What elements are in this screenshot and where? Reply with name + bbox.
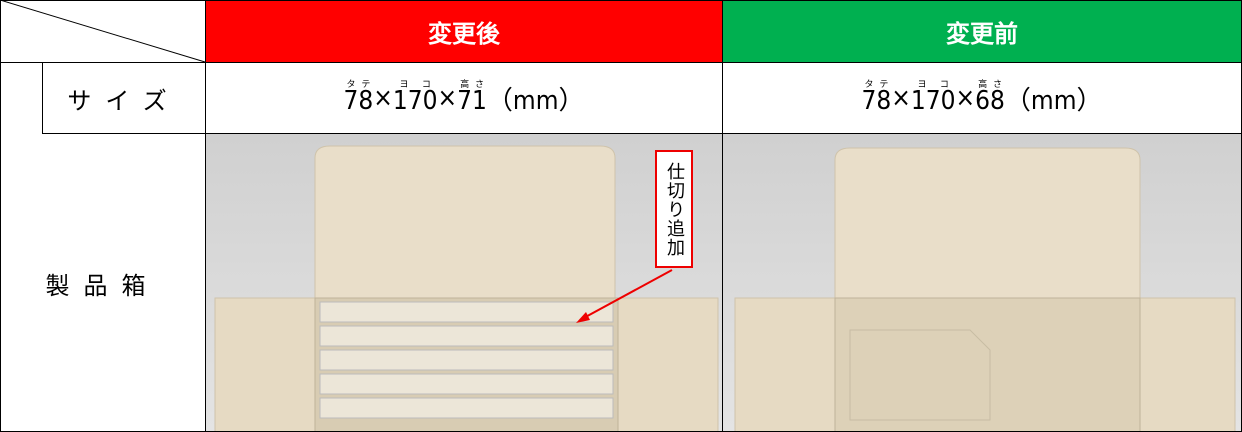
label-text: 製品箱: [45, 271, 160, 300]
dim-value: 68: [975, 86, 1005, 116]
dim-value: 170: [392, 86, 438, 116]
separator: ×: [891, 83, 911, 113]
dim-value: 71: [457, 86, 487, 116]
dim-ruby: タテ: [861, 80, 892, 90]
dim-value: 170: [910, 86, 956, 116]
dim-ruby: 高さ: [457, 80, 487, 90]
rule: [0, 0, 1242, 1]
separator: ×: [955, 83, 976, 113]
dimension: 170ヨコ: [393, 80, 438, 116]
dimension: 78タテ: [344, 80, 374, 116]
dimension: 71高さ: [457, 80, 487, 116]
rule: [42, 133, 1242, 134]
header-cell: 変更後: [206, 1, 722, 62]
size-cell: 78タテ × 170ヨコ × 68高さ （mm）: [723, 63, 1241, 133]
rule: [0, 62, 1242, 63]
unit: （mm）: [486, 85, 585, 116]
dimension: 170ヨコ: [911, 80, 956, 116]
row-label: サイズ: [43, 63, 205, 133]
row-label: 製品箱: [0, 134, 205, 432]
dim-ruby: ヨコ: [392, 80, 438, 90]
dim-ruby: 高さ: [975, 80, 1005, 90]
annotation: 仕切り追加: [655, 150, 693, 268]
rule: [42, 62, 43, 133]
rule: [205, 0, 206, 432]
diagonal: [0, 0, 206, 63]
label-text: サイズ: [67, 86, 181, 115]
dim-value: 78: [861, 86, 892, 116]
header-text: 変更後: [428, 20, 500, 48]
dim-ruby: ヨコ: [910, 80, 956, 90]
rule: [722, 0, 723, 432]
dimension: 78タテ: [862, 80, 892, 116]
header-text: 変更前: [946, 20, 1018, 48]
photo-after: [206, 134, 722, 432]
dim-value: 78: [343, 86, 374, 116]
dimension: 68高さ: [975, 80, 1005, 116]
separator: ×: [373, 83, 393, 113]
size-cell: 78タテ × 170ヨコ × 71高さ （mm）: [206, 63, 722, 133]
photo-before: [723, 134, 1242, 432]
header-cell: 変更前: [723, 1, 1241, 62]
separator: ×: [437, 83, 458, 113]
dim-ruby: タテ: [343, 80, 374, 90]
rule: [0, 0, 1, 432]
unit: （mm）: [1004, 85, 1103, 116]
